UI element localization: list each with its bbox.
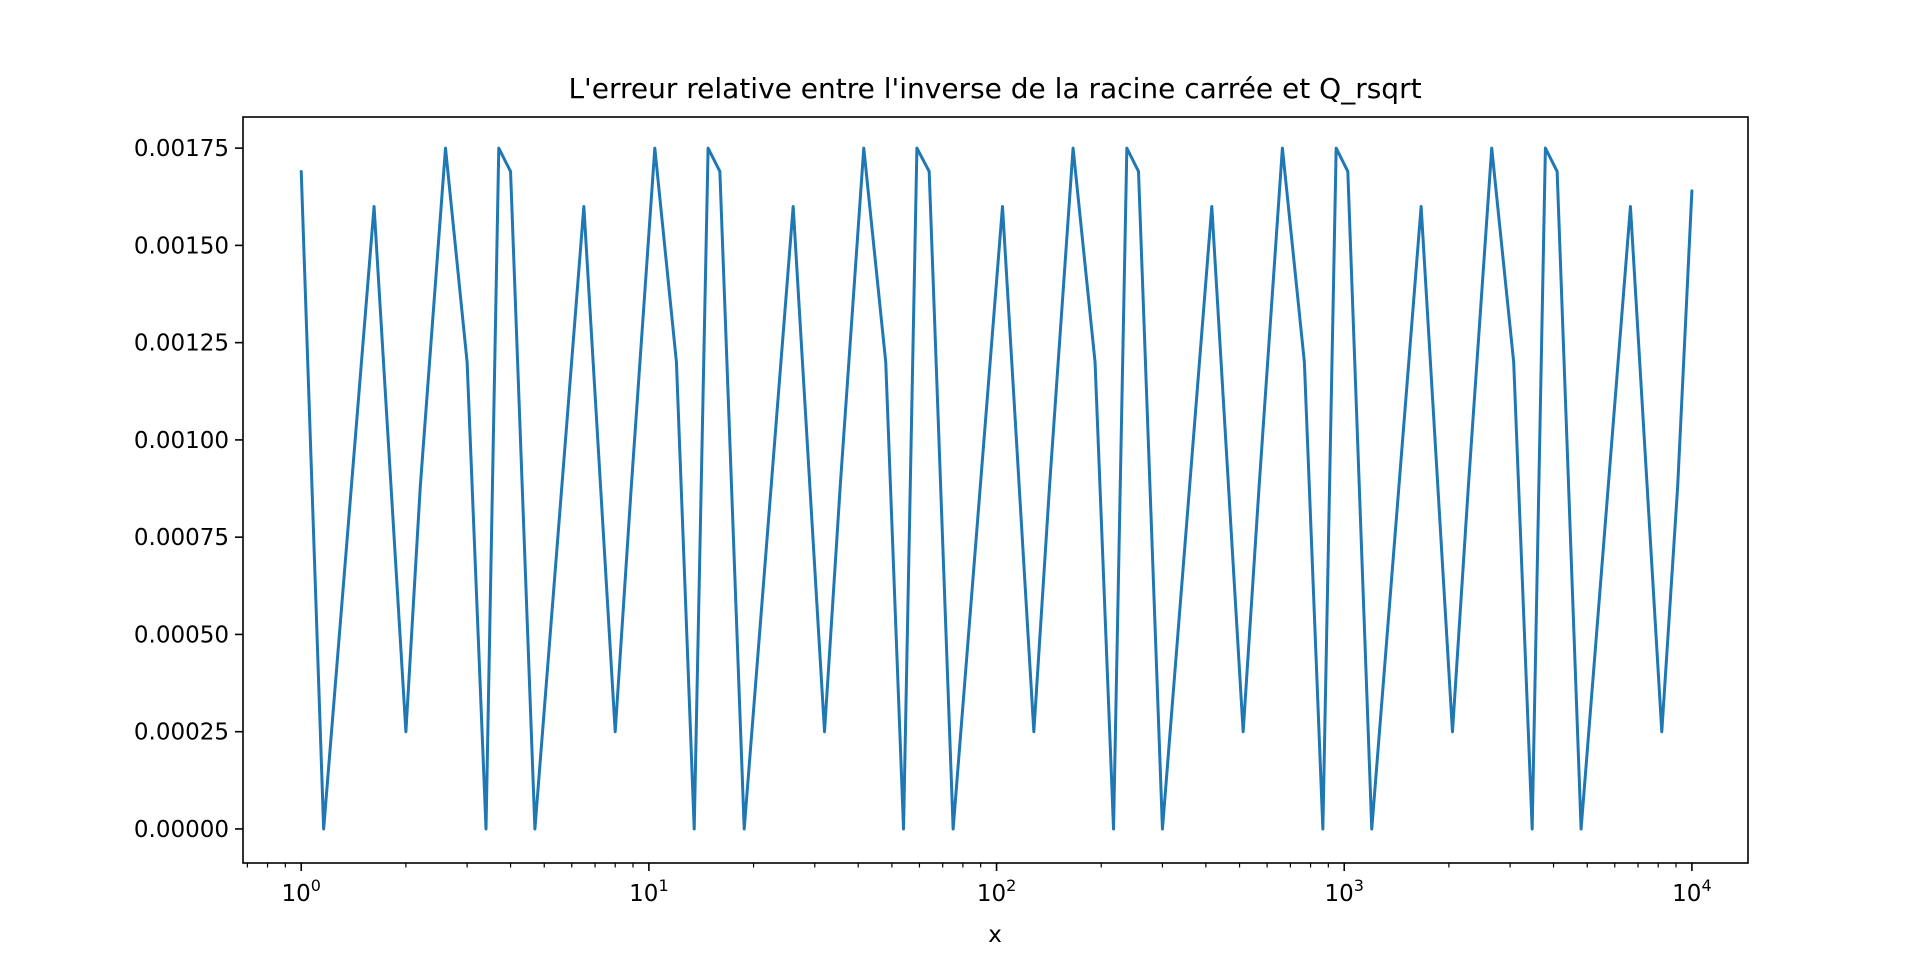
y-tick-label: 0.00175 <box>134 136 229 162</box>
series-line <box>299 146 1694 831</box>
chart-title: L'erreur relative entre l'inverse de la … <box>568 72 1421 105</box>
x-tick-label: 100 <box>281 876 320 907</box>
y-axis: 0.00000 0.00025 0.00050 0.00075 0.00100 0.001… <box>134 136 243 843</box>
y-tick-label: 0.00025 <box>134 720 229 746</box>
x-tick-label: 102 <box>977 876 1016 907</box>
y-tick-label: 0.00100 <box>134 428 229 454</box>
x-tick-label: 104 <box>1672 876 1711 907</box>
y-tick-label: 0.00075 <box>134 525 229 551</box>
y-tick-label: 0.00150 <box>134 233 229 259</box>
y-tick-label: 0.00125 <box>134 331 229 357</box>
x-tick-label: 103 <box>1324 876 1363 907</box>
y-tick-label: 0.00000 <box>134 817 229 843</box>
plot-frame <box>242 116 1749 864</box>
x-axis-label: x <box>988 922 1002 948</box>
y-tick-label: 0.00050 <box>134 622 229 648</box>
x-axis: 100 101 102 103 104 <box>246 863 1712 907</box>
plot-area <box>242 116 1749 864</box>
x-tick-label: 101 <box>629 876 668 907</box>
